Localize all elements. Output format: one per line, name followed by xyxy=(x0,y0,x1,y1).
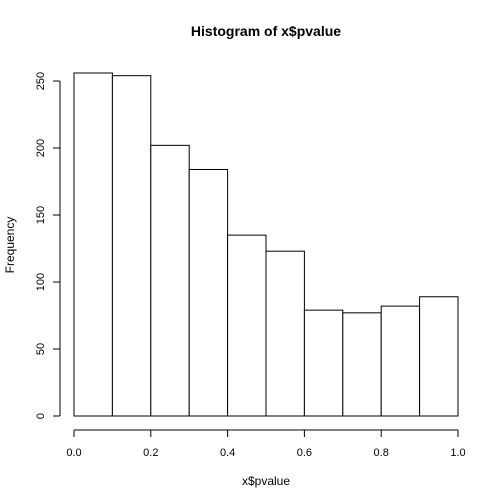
histogram-bar-5 xyxy=(227,234,267,417)
x-axis-label: x$pvalue xyxy=(242,474,290,488)
x-axis: 0.0 0.2 0.4 0.6 0.8 1.0 xyxy=(66,429,466,459)
histogram-bar-8 xyxy=(342,312,382,417)
x-tick-label: 0.8 xyxy=(374,447,389,459)
x-tick-label: 0.4 xyxy=(220,447,235,459)
histogram-bar-7 xyxy=(303,309,344,417)
x-tick-label: 0.0 xyxy=(66,447,81,459)
y-tick-label: 50 xyxy=(35,343,47,355)
y-tick-label: 250 xyxy=(35,72,47,90)
y-tick-label: 150 xyxy=(35,206,47,224)
y-axis: 0 50 100 150 200 250 xyxy=(35,72,61,419)
histogram-bar-10 xyxy=(419,296,459,417)
histogram-bar-2 xyxy=(111,75,152,417)
x-tick-label: 0.2 xyxy=(143,447,158,459)
y-tick-label: 0 xyxy=(35,413,47,419)
histogram-bar-3 xyxy=(150,144,190,417)
y-tick-label: 200 xyxy=(35,139,47,157)
histogram-bar-4 xyxy=(188,168,229,417)
histogram-bar-9 xyxy=(380,305,421,417)
histogram-bar-6 xyxy=(265,250,305,417)
x-tick-label: 1.0 xyxy=(450,447,465,459)
y-tick-label: 100 xyxy=(35,273,47,291)
chart-title: Histogram of x$pvalue xyxy=(191,23,341,39)
y-axis-label: Frequency xyxy=(3,217,17,274)
bars-group xyxy=(73,72,459,417)
histogram-bar-1 xyxy=(73,72,113,417)
x-tick-label: 0.6 xyxy=(297,447,312,459)
